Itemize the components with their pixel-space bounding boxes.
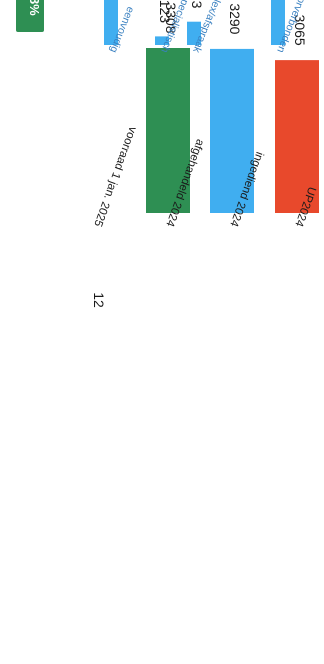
percentage-badge: [16, 0, 44, 32]
value-label: 3065: [292, 15, 308, 46]
category-label: voorraad 1 jan. 2025: [91, 125, 138, 228]
bar-1: [210, 48, 254, 213]
bar-0: [104, 0, 118, 45]
percentage-badge-label: 108%: [27, 0, 42, 16]
bar-2: [146, 48, 190, 213]
value-label: 3290: [227, 3, 243, 34]
bar-0: [275, 60, 319, 213]
value-label: 3308: [163, 2, 179, 33]
bar-3: [271, 0, 285, 45]
breakdown-bar-chart: 1829eenvoudig123specialistisch333complex…: [104, 0, 312, 55]
bar-1: [155, 36, 169, 45]
bar-2: [187, 21, 201, 45]
value-label: 333: [189, 0, 205, 9]
value-label: 123: [157, 0, 173, 23]
value-label: 12: [91, 292, 107, 308]
